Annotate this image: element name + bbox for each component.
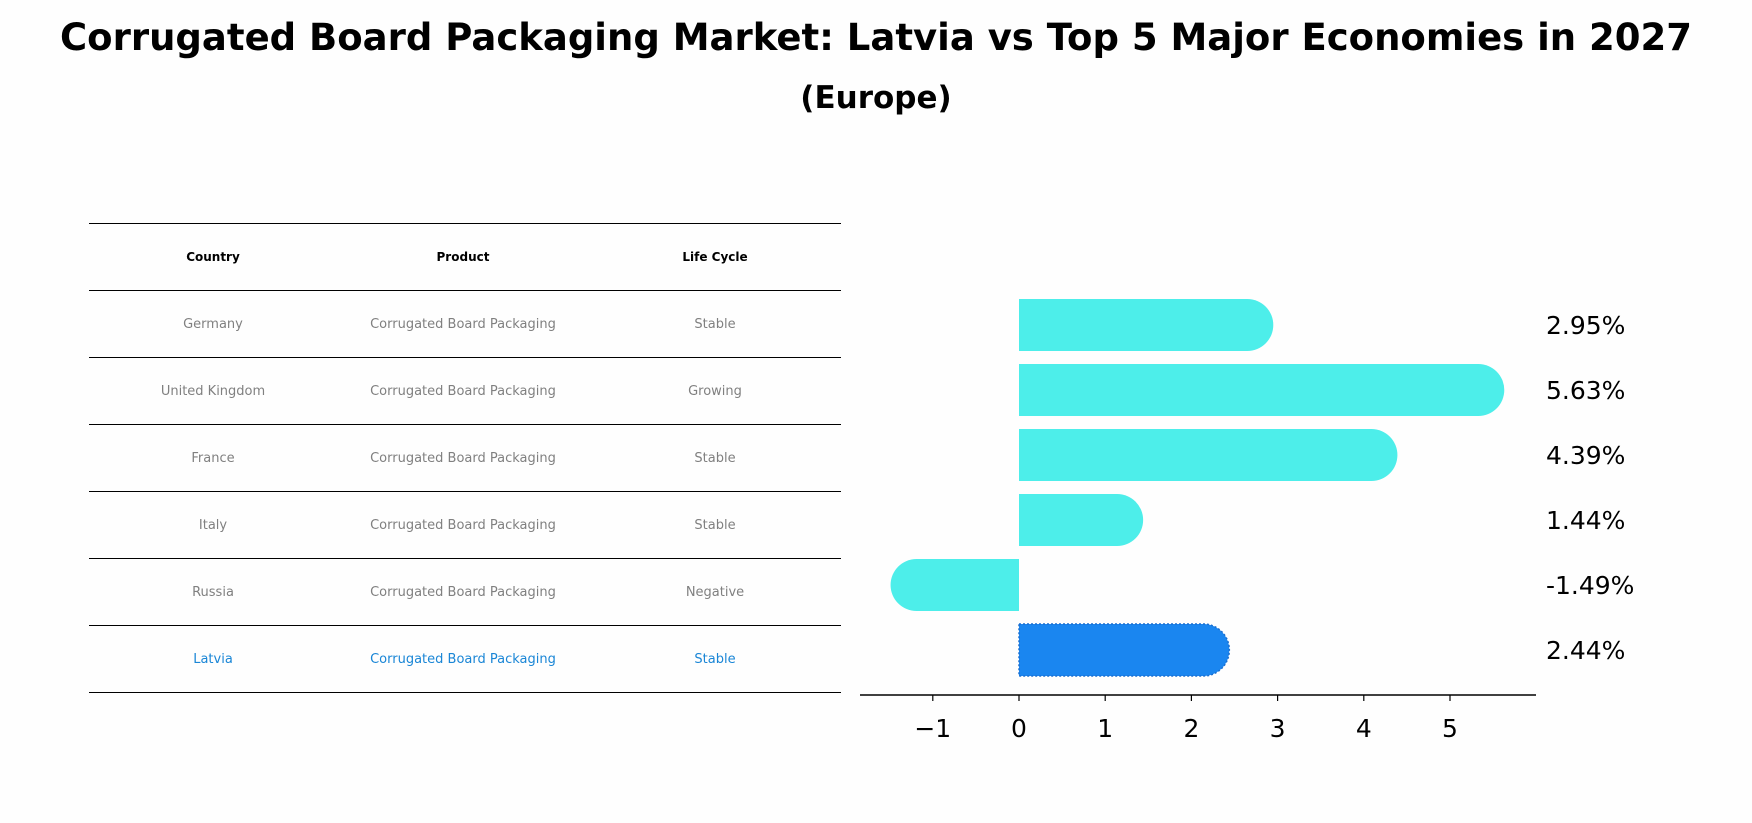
header-country: Country xyxy=(186,250,240,264)
header-product: Product xyxy=(436,250,490,264)
cell-life-cycle: Stable xyxy=(694,651,736,667)
x-tick-label: 0 xyxy=(1011,714,1027,743)
bar-germany xyxy=(1019,299,1274,351)
cell-country: Latvia xyxy=(193,651,233,667)
bar-latvia xyxy=(1018,623,1231,677)
cell-life-cycle: Negative xyxy=(685,584,745,600)
cell-country: Italy xyxy=(198,517,228,533)
table-header-row: Country Product Life Cycle xyxy=(89,223,841,290)
bar-france xyxy=(1019,429,1398,481)
cell-life-cycle: Stable xyxy=(694,450,736,466)
table-row: United Kingdom Corrugated Board Packagin… xyxy=(89,357,841,424)
cell-product: Corrugated Board Packaging xyxy=(370,517,556,533)
cell-country: Germany xyxy=(183,316,243,332)
bar-russia xyxy=(890,559,1019,611)
cell-country: Russia xyxy=(192,584,234,600)
cell-country: United Kingdom xyxy=(160,383,266,399)
x-tick-label: −1 xyxy=(914,714,951,743)
value-label-russia: -1.49% xyxy=(1546,571,1634,600)
cell-life-cycle: Stable xyxy=(694,316,736,332)
table-row: Germany Corrugated Board Packaging Stabl… xyxy=(89,290,841,357)
table-row: Russia Corrugated Board Packaging Negati… xyxy=(89,558,841,625)
table-row: France Corrugated Board Packaging Stable xyxy=(89,424,841,491)
chart-title: Corrugated Board Packaging Market: Latvi… xyxy=(60,16,1692,59)
table-body: Germany Corrugated Board Packaging Stabl… xyxy=(89,290,841,693)
cell-life-cycle: Growing xyxy=(688,383,742,399)
cell-product: Corrugated Board Packaging xyxy=(370,584,556,600)
x-tick-label: 4 xyxy=(1356,714,1372,743)
value-label-united-kingdom: 5.63% xyxy=(1546,376,1625,405)
bar-united-kingdom xyxy=(1019,364,1505,416)
table-row: Italy Corrugated Board Packaging Stable xyxy=(89,491,841,558)
value-label-latvia: 2.44% xyxy=(1546,636,1625,665)
cell-product: Corrugated Board Packaging xyxy=(370,383,556,399)
cell-product: Corrugated Board Packaging xyxy=(370,450,556,466)
value-label-germany: 2.95% xyxy=(1546,311,1625,340)
bar-italy xyxy=(1019,494,1144,546)
x-tick-label: 3 xyxy=(1270,714,1286,743)
header-life-cycle: Life Cycle xyxy=(682,250,748,264)
value-label-france: 4.39% xyxy=(1546,441,1625,470)
table-row-highlighted: Latvia Corrugated Board Packaging Stable xyxy=(89,625,841,693)
x-tick-label: 2 xyxy=(1183,714,1199,743)
cell-country: France xyxy=(191,450,235,466)
cell-product: Corrugated Board Packaging xyxy=(370,651,556,667)
table-header: Country Product Life Cycle xyxy=(89,223,841,290)
cell-life-cycle: Stable xyxy=(694,517,736,533)
market-table: Country Product Life Cycle Germany Corru… xyxy=(89,223,841,693)
chart-subtitle: (Europe) xyxy=(800,80,952,116)
cell-product: Corrugated Board Packaging xyxy=(370,316,556,332)
x-tick-label: 5 xyxy=(1442,714,1458,743)
x-tick-label: 1 xyxy=(1097,714,1113,743)
value-label-italy: 1.44% xyxy=(1546,506,1625,535)
